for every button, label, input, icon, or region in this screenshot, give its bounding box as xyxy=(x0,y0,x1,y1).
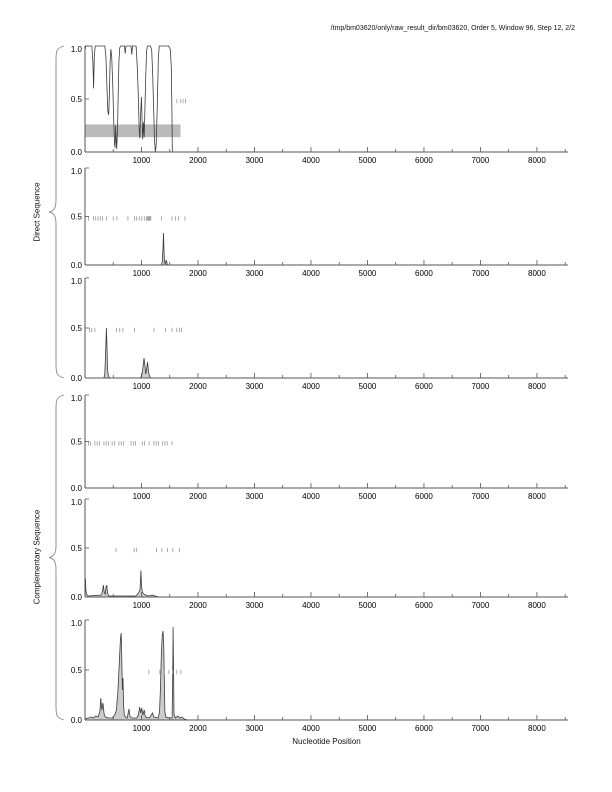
y-tick-label: 1.0 xyxy=(71,619,83,628)
signal-fill xyxy=(85,627,568,720)
direct-group-brace xyxy=(48,45,65,379)
orf-hash-marks xyxy=(87,441,173,446)
orf-hash-marks xyxy=(89,327,183,333)
y-tick-label: 0.0 xyxy=(71,261,83,270)
x-tick-label: 2000 xyxy=(189,382,207,391)
orf-hash-marks xyxy=(176,98,186,104)
signal-curve xyxy=(85,232,568,266)
x-tick-label: 4000 xyxy=(302,156,320,165)
x-tick-label: 6000 xyxy=(415,382,433,391)
panel-complementary-frame-1: 1000 2000 3000 4000 5000 6000 7000 8000 0.0 0.5 1.… xyxy=(71,394,568,501)
x-tick-label: 1000 xyxy=(133,724,151,733)
y-tick-label: 0.0 xyxy=(71,374,83,383)
x-tick-label: 7000 xyxy=(472,156,490,165)
x-tick-label: 4000 xyxy=(302,601,320,610)
y-tick-label: 0.5 xyxy=(71,544,83,553)
y-tick-label: 0.0 xyxy=(71,148,83,157)
y-tick-label: 0.0 xyxy=(71,593,83,602)
x-axis-title: Nucleotide Position xyxy=(292,737,361,746)
x-tick-label: 5000 xyxy=(359,382,377,391)
y-tick-label: 0.0 xyxy=(71,484,83,493)
x-tick-label: 3000 xyxy=(246,601,264,610)
y-tick-label: 1.0 xyxy=(71,277,83,286)
x-tick-label: 7000 xyxy=(472,724,490,733)
x-tick-label: 8000 xyxy=(528,724,546,733)
orf-hash-marks xyxy=(87,216,186,221)
x-tick-label: 6000 xyxy=(415,156,433,165)
y-tick-label: 0.5 xyxy=(71,213,83,222)
x-tick-label: 1000 xyxy=(133,156,151,165)
threshold-band xyxy=(85,124,181,138)
x-tick-label: 1000 xyxy=(133,492,151,501)
x-tick-label: 3000 xyxy=(246,269,264,278)
x-tick-label: 6000 xyxy=(415,492,433,501)
signal-curve xyxy=(84,626,568,721)
x-tick-label: 5000 xyxy=(359,724,377,733)
y-tick-label: 0.5 xyxy=(71,95,83,104)
y-tick-label: 0.5 xyxy=(71,666,83,675)
x-tick-label: 4000 xyxy=(302,269,320,278)
panel-complementary-frame-2: 1000 2000 3000 4000 5000 6000 7000 8000 0.0 0.5 1.… xyxy=(71,498,568,610)
complementary-sequence-label: Complementary Sequence xyxy=(32,509,42,605)
x-tick-label: 7000 xyxy=(472,601,490,610)
y-tick-label: 1.0 xyxy=(71,394,83,403)
x-tick-label: 2000 xyxy=(189,601,207,610)
x-tick-label: 7000 xyxy=(472,382,490,391)
complementary-group-brace xyxy=(48,394,65,721)
x-tick-label: 1000 xyxy=(133,269,151,278)
x-tick-label: 8000 xyxy=(528,601,546,610)
x-tick-label: 4000 xyxy=(302,382,320,391)
x-tick-label: 5000 xyxy=(359,269,377,278)
x-tick-label: 3000 xyxy=(246,382,264,391)
x-tick-label: 2000 xyxy=(189,156,207,165)
panel-complementary-frame-3: 1000 2000 3000 4000 5000 6000 7000 8000 0.0 0.5 1.… xyxy=(71,619,568,733)
x-tick-label: 3000 xyxy=(246,724,264,733)
x-tick-label: 4000 xyxy=(302,724,320,733)
x-tick-label: 5000 xyxy=(359,492,377,501)
y-tick-label: 1.0 xyxy=(71,167,83,176)
panel-direct-frame-3: 1000 2000 3000 4000 5000 6000 7000 8000 0.0 0.5 1.… xyxy=(71,277,568,391)
x-tick-label: 6000 xyxy=(415,269,433,278)
plot-title: /tmp/bm03620/only/raw_result_dir/bm03620… xyxy=(330,25,575,32)
y-tick-label: 1.0 xyxy=(71,45,83,54)
x-tick-label: 1000 xyxy=(133,601,151,610)
x-tick-label: 2000 xyxy=(189,724,207,733)
x-tick-label: 8000 xyxy=(528,382,546,391)
orf-hash-marks xyxy=(148,669,182,675)
x-tick-label: 3000 xyxy=(246,492,264,501)
signal-curve xyxy=(84,570,568,598)
x-tick-label: 4000 xyxy=(302,492,320,501)
signal-fill xyxy=(85,570,568,597)
panel-direct-frame-2: 1000 2000 3000 4000 5000 6000 7000 8000 0.0 0.5 1.… xyxy=(71,167,568,278)
x-tick-label: 2000 xyxy=(189,269,207,278)
direct-sequence-label: Direct Sequence xyxy=(32,182,42,242)
signal-curve xyxy=(84,45,568,153)
x-tick-label: 8000 xyxy=(528,269,546,278)
signal-fill xyxy=(85,233,568,265)
x-tick-label: 8000 xyxy=(528,492,546,501)
y-tick-label: 0.5 xyxy=(71,324,83,333)
x-tick-label: 3000 xyxy=(246,156,264,165)
x-tick-label: 1000 xyxy=(133,382,151,391)
x-tick-label: 7000 xyxy=(472,492,490,501)
y-tick-label: 0.5 xyxy=(71,438,83,447)
x-tick-label: 6000 xyxy=(415,724,433,733)
x-tick-label: 5000 xyxy=(359,156,377,165)
y-tick-label: 0.0 xyxy=(71,716,83,725)
x-tick-label: 5000 xyxy=(359,601,377,610)
orf-hash-marks xyxy=(115,547,180,553)
x-tick-label: 8000 xyxy=(528,156,546,165)
x-tick-label: 2000 xyxy=(189,492,207,501)
y-tick-label: 1.0 xyxy=(71,498,83,507)
x-tick-label: 7000 xyxy=(472,269,490,278)
signal-curve xyxy=(85,327,568,379)
signal-fill xyxy=(85,328,568,378)
panel-direct-frame-1: 1000 2000 3000 4000 5000 6000 7000 8000 0.0 0.5 1.… xyxy=(71,45,568,165)
x-tick-label: 6000 xyxy=(415,601,433,610)
